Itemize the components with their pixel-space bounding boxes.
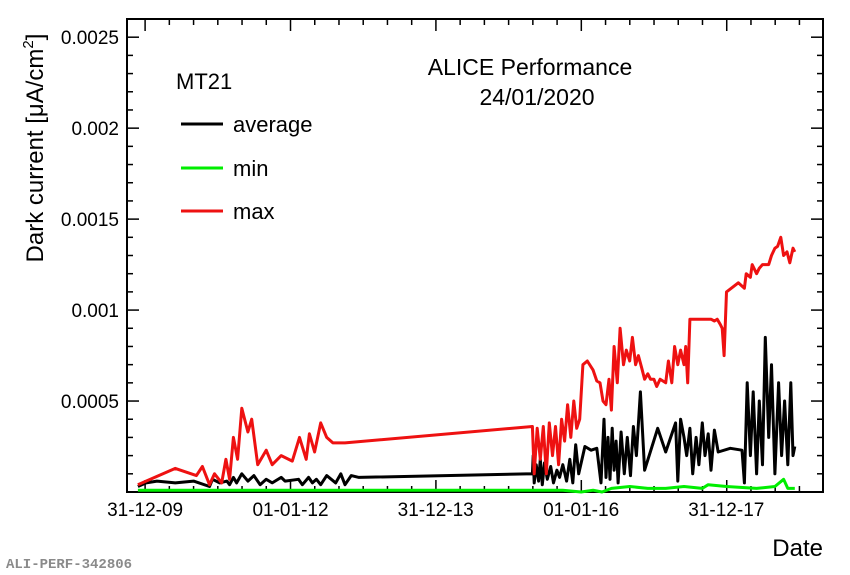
y-tick-label: 0.002 [71,119,119,140]
tick-labels: 0.0005 0.001 0.0015 0.002 0.0025 31-12-09 01-0… [61,28,764,521]
x-tick-label: 31-12-17 [688,500,764,521]
x-axis-title: Date [772,535,823,562]
x-tick-label: 01-01-12 [252,500,328,521]
legend-title: MT21 [176,69,232,94]
y-axis-title: Dark current [μA/cm2] [20,34,49,263]
legend-label-min: min [233,156,268,181]
x-tick-label: 31-12-13 [398,500,474,521]
series-line-average [137,335,797,488]
legend: MT21 average min max [176,69,313,224]
series-line-max [137,235,797,487]
y-tick-label: 0.0015 [61,210,119,231]
x-tick-label: 01-01-16 [543,500,619,521]
y-axis-title-superscript: 2 [20,40,37,48]
y-tick-label: 0.0025 [61,28,119,49]
legend-label-max: max [233,199,275,224]
figure-id-label: ALI-PERF-342806 [6,557,133,573]
annotation-date: 24/01/2020 [479,84,594,110]
x-tick-label: 31-12-09 [107,500,183,521]
y-tick-label: 0.001 [71,301,119,322]
annotation-title: ALICE Performance [428,54,633,80]
y-tick-label: 0.0005 [61,392,119,413]
series-line-min [137,477,795,494]
legend-label-average: average [233,112,313,137]
series-layer [137,235,797,494]
